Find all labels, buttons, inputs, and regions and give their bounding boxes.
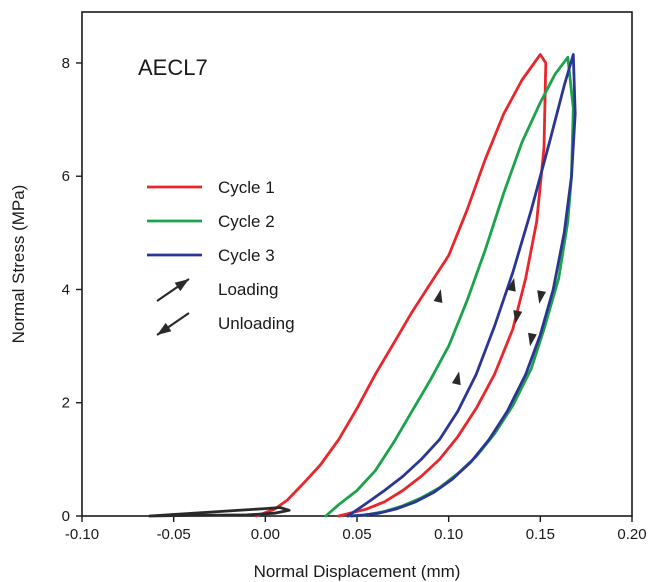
x-tick-label: 0.00 (251, 526, 280, 543)
x-tick-label: 0.10 (434, 526, 463, 543)
unloading-arrow-icon (537, 290, 546, 304)
legend-label: Cycle 3 (218, 246, 275, 265)
series-line-4 (148, 506, 291, 518)
legend-item-loading: Loading (156, 278, 279, 302)
loading-arrow-icon (433, 289, 443, 303)
x-tick-label: 0.15 (526, 526, 555, 543)
x-tick-label: -0.05 (157, 526, 191, 543)
legend-item-cycle-1: Cycle 1 (147, 178, 275, 197)
x-tick-label: 0.20 (617, 526, 646, 543)
series-line-cycle-3 (346, 53, 577, 518)
legend-label: Unloading (218, 314, 295, 333)
x-axis-title: Normal Displacement (mm) (254, 562, 461, 581)
legend-item-cycle-2: Cycle 2 (147, 212, 275, 231)
legend-label: Cycle 2 (218, 212, 275, 231)
unloading-arrow-icon (528, 332, 537, 347)
legend-item-cycle-3: Cycle 3 (147, 246, 275, 265)
loading-arrow-icon (506, 278, 516, 292)
series-line-cycle-1 (254, 53, 548, 518)
x-tick-label: 0.05 (342, 526, 371, 543)
y-tick-label: 8 (62, 55, 70, 72)
x-axis-ticks: -0.10 -0.05 0.00 0.05 0.10 0.15 0.20 (65, 516, 647, 543)
y-tick-label: 2 (62, 395, 70, 412)
legend-item-unloading: Unloading (156, 312, 295, 336)
y-axis-ticks: 0 2 4 6 8 (62, 55, 82, 525)
y-tick-label: 4 (62, 281, 70, 298)
chart-annotation: AECL7 (138, 55, 208, 80)
legend: Cycle 1 Cycle 2 Cycle 3 Loading Unloading (147, 178, 295, 336)
y-tick-label: 6 (62, 168, 70, 185)
loading-arrow-icon (451, 371, 461, 386)
direction-arrows (433, 278, 546, 386)
loading-arrow-icon (174, 279, 189, 292)
unloading-arrow-icon (157, 322, 172, 335)
y-axis-title: Normal Stress (MPa) (9, 185, 28, 344)
x-tick-label: -0.10 (65, 526, 99, 543)
legend-label: Cycle 1 (218, 178, 275, 197)
y-tick-label: 0 (62, 508, 70, 525)
series-layer (148, 53, 577, 518)
unloading-arrow-icon (513, 310, 523, 324)
legend-label: Loading (218, 280, 279, 299)
